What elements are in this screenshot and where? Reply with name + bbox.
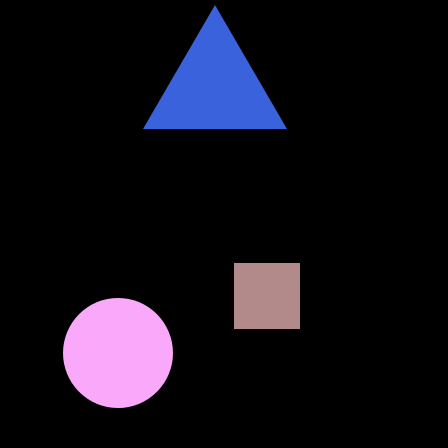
- blue-triangle: [143, 5, 287, 129]
- pink-circle: [63, 298, 173, 408]
- mauve-square: [234, 263, 300, 329]
